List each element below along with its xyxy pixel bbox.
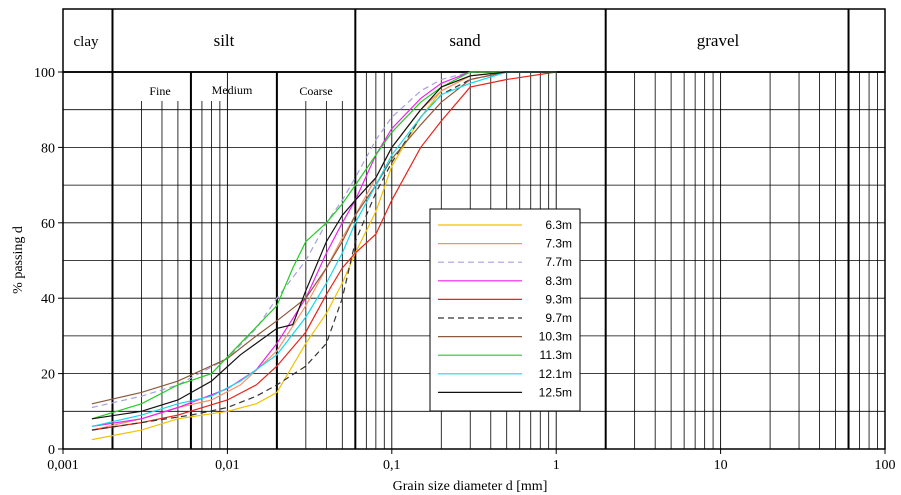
- zone-label-gravel: gravel: [697, 31, 740, 50]
- series-line-10.3m: [91, 71, 557, 405]
- legend: 6.3m 7.3m 7.7m 8.3m 9.3m 9.7m 10.3m 11.3m 12.1m 1…: [429, 208, 581, 412]
- legend-label: 9.3m: [545, 292, 572, 306]
- x-tick-label: 100: [875, 458, 896, 473]
- subzone-label-coarse: Coarse: [299, 84, 332, 98]
- silt-subzones: Fine Medium Coarse: [149, 83, 332, 98]
- legend-box: [429, 208, 581, 412]
- axes: % passing d Grain size diameter d [mm] 0…: [11, 66, 896, 494]
- series-line-8.3m: [91, 71, 557, 427]
- x-tick-label: 0,001: [47, 458, 79, 473]
- legend-label: 11.3m: [540, 348, 572, 362]
- series-lines: [91, 71, 557, 441]
- legend-label: 6.3m: [545, 218, 572, 232]
- series-line-9.7m: [91, 71, 557, 431]
- zone-label-sand: sand: [449, 31, 481, 50]
- subzone-label-medium: Medium: [212, 83, 253, 97]
- series-line-12.1m: [91, 71, 557, 427]
- legend-label: 7.7m: [545, 255, 572, 269]
- subzone-label-fine: Fine: [149, 84, 170, 98]
- zone-label-silt: silt: [214, 31, 235, 50]
- legend-label: 12.1m: [539, 367, 572, 381]
- legend-label: 9.7m: [545, 311, 572, 325]
- series-line-12.5m: [91, 71, 557, 420]
- x-tick-label: 0,1: [383, 458, 401, 473]
- series-line-7.3m: [91, 71, 557, 431]
- y-tick-label: 20: [41, 368, 55, 383]
- y-tick-label: 100: [34, 66, 55, 81]
- y-tick-label: 60: [41, 217, 55, 232]
- legend-label: 12.5m: [539, 385, 572, 399]
- legend-label: 7.3m: [545, 237, 572, 251]
- x-tick-label: 10: [714, 458, 728, 473]
- legend-label: 10.3m: [539, 330, 572, 344]
- series-line-9.3m: [91, 71, 557, 431]
- x-axis-label: Grain size diameter d [mm]: [393, 479, 548, 494]
- legend-label: 8.3m: [545, 274, 572, 288]
- y-tick-label: 0: [48, 443, 55, 458]
- x-tick-label: 0,01: [215, 458, 240, 473]
- x-tick-label: 1: [553, 458, 560, 473]
- y-axis-label: % passing d: [11, 226, 26, 294]
- y-tick-label: 40: [41, 292, 55, 307]
- y-tick-label: 80: [41, 141, 55, 156]
- zone-label-clay: clay: [74, 34, 99, 50]
- series-line-7.7m: [91, 71, 557, 409]
